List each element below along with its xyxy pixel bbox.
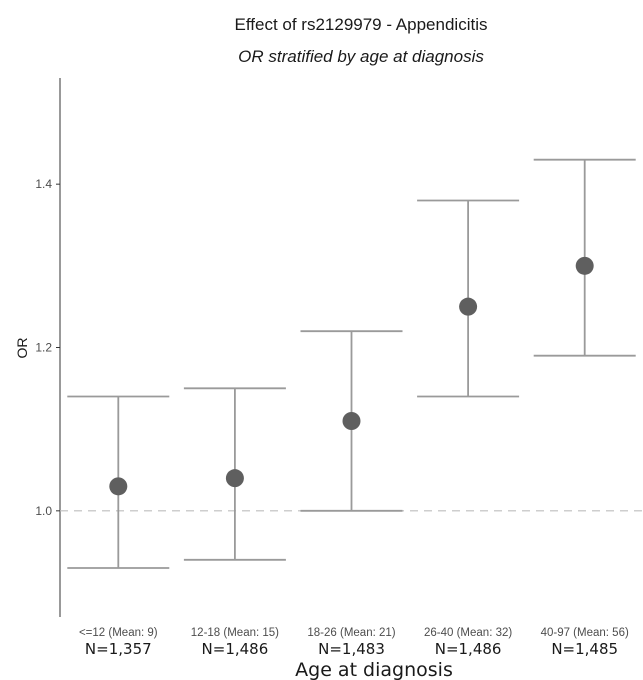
y-tick-label: 1.0 — [35, 504, 52, 518]
data-point — [459, 297, 478, 316]
y-tick-label: 1.4 — [35, 177, 52, 191]
x-tick-label: 26-40 (Mean: 32) — [424, 627, 512, 639]
chart-subtitle: OR stratified by age at diagnosis — [238, 47, 484, 66]
data-point — [225, 469, 244, 488]
errorbar-layer — [67, 158, 636, 569]
x-tick-label: 40-97 (Mean: 56) — [541, 627, 629, 639]
data-point — [575, 256, 594, 275]
y-axis-title: OR — [14, 338, 30, 359]
x-tick-count: N=1,485 — [551, 640, 618, 658]
x-axis-title: Age at diagnosis — [295, 659, 453, 680]
y-tick-label: 1.2 — [35, 341, 52, 355]
x-tick-count: N=1,357 — [85, 640, 152, 658]
x-tick-count: N=1,486 — [435, 640, 502, 658]
data-point — [342, 412, 361, 430]
x-tick-label: 18-26 (Mean: 21) — [307, 627, 395, 639]
y-tick-layer: 1.0 1.2 1.4 — [35, 177, 60, 518]
x-tick-label: 12-18 (Mean: 15) — [191, 627, 279, 639]
chart-title: Effect of rs2129979 - Appendicitis — [235, 15, 488, 34]
point-layer — [109, 256, 594, 496]
x-tick-label: <=12 (Mean: 9) — [79, 627, 158, 639]
x-tick-count: N=1,486 — [202, 640, 269, 658]
data-point — [109, 477, 128, 496]
x-tick-count: N=1,483 — [318, 640, 385, 658]
